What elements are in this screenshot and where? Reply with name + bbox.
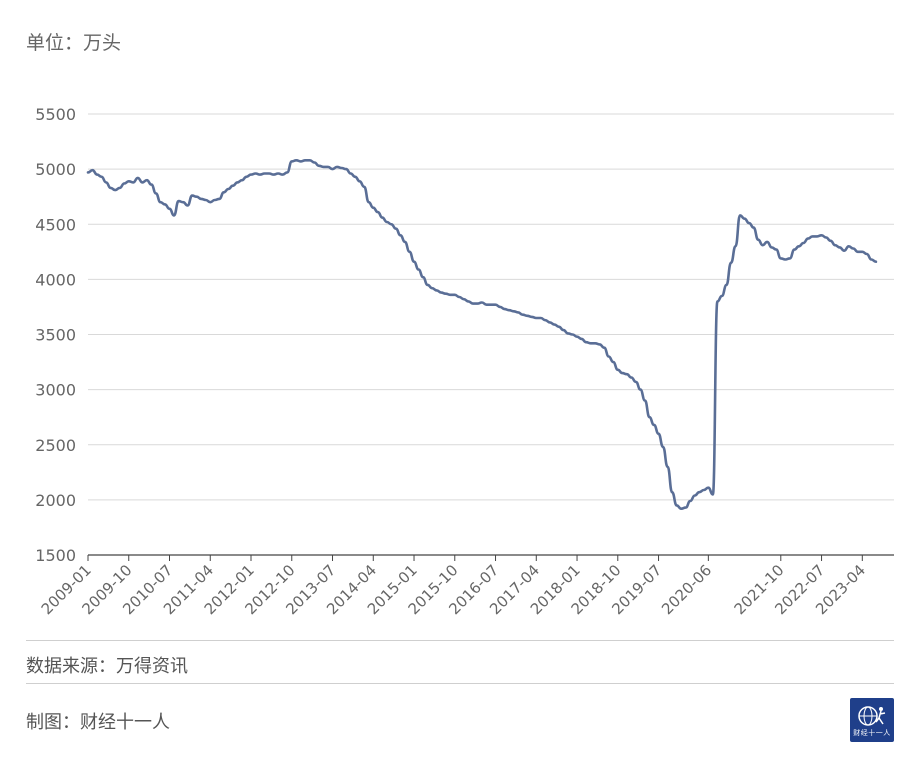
y-tick-label: 2000 [35, 491, 76, 510]
line-chart: 1500 2000 2500 3000 3500 4000 4500 5000 5500 200… [35, 105, 894, 618]
x-tick-label: 2020-06 [658, 561, 715, 618]
footer-divider [26, 683, 894, 684]
globe-figure-icon [858, 705, 886, 726]
source-label: 数据来源：万得资讯 [26, 656, 188, 677]
x-axis: 2009-012009-102010-072011-042012-012012-… [38, 554, 894, 618]
logo-text: 财经十一人 [853, 728, 891, 737]
y-tick-label: 1500 [35, 546, 76, 565]
unit-label: 单位：万头 [26, 32, 122, 54]
y-tick-label: 2500 [35, 436, 76, 455]
footer-divider-top [26, 640, 894, 641]
series-layer [86, 159, 878, 510]
y-tick-label: 5000 [35, 160, 76, 179]
y-tick-label: 3000 [35, 381, 76, 400]
series-line [86, 159, 878, 510]
y-tick-label: 5500 [35, 105, 76, 124]
maker-label: 制图：财经十一人 [26, 712, 170, 733]
y-tick-label: 4000 [35, 270, 76, 289]
y-tick-label: 3500 [35, 326, 76, 345]
y-axis-ticks: 1500 2000 2500 3000 3500 4000 4500 5000 5500 [35, 105, 76, 565]
y-tick-label: 4500 [35, 215, 76, 234]
publisher-logo: 财经十一人 [850, 698, 894, 742]
grid-lines [88, 113, 894, 501]
